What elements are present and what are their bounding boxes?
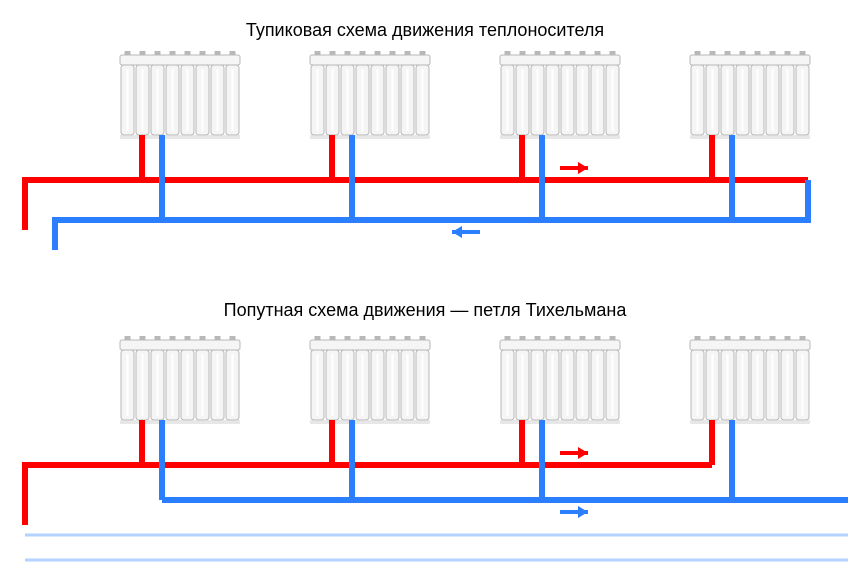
diagram-svg [0, 0, 850, 578]
